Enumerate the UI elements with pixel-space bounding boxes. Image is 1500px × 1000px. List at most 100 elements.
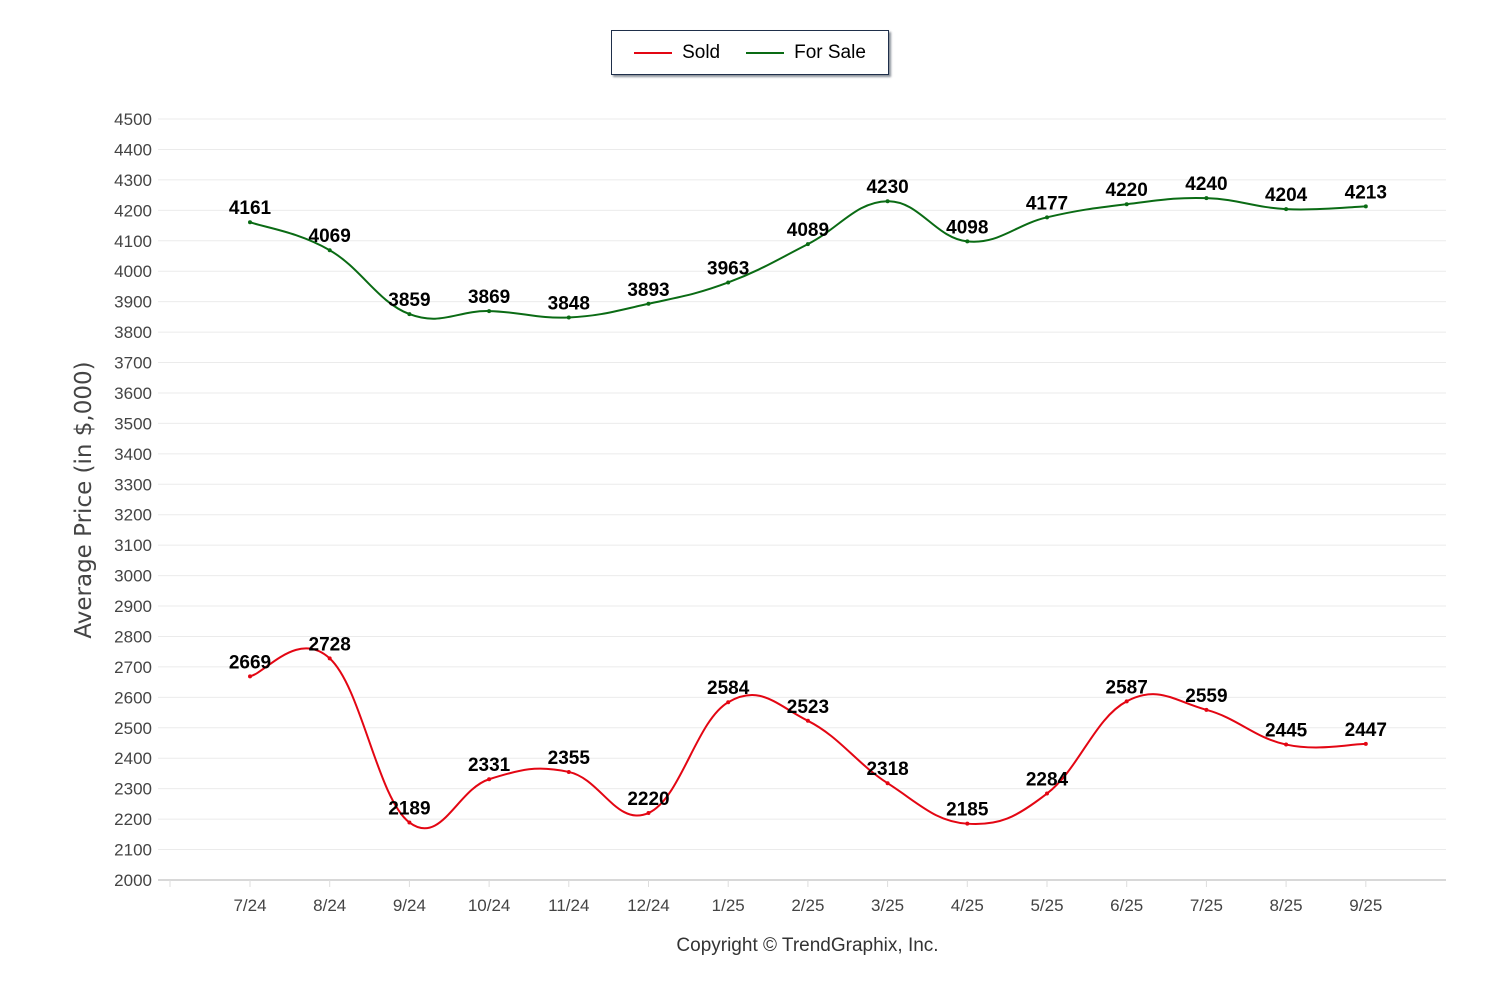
data-label-sold: 2523 (787, 697, 829, 718)
data-point-sold (965, 821, 970, 826)
y-axis: 2000 2100 2200 2300 2400 2500 2600 2700 2800 2900… (114, 110, 152, 890)
data-label-for-sale: 4204 (1265, 185, 1308, 206)
y-tick-label: 2500 (114, 719, 152, 738)
x-tick-label: 4/25 (951, 896, 984, 915)
y-tick-label: 3900 (114, 293, 152, 312)
legend: Sold For Sale (611, 30, 889, 75)
data-label-sold: 2331 (468, 755, 511, 776)
data-point-for-sale (1124, 202, 1129, 207)
data-label-for-sale: 4213 (1345, 182, 1387, 203)
y-tick-label: 4400 (114, 140, 152, 159)
x-tick-label: 2/25 (791, 896, 824, 915)
x-tick-label: 12/24 (627, 896, 670, 915)
data-point-sold (248, 674, 252, 679)
data-label-sold: 2355 (548, 748, 591, 769)
data-label-for-sale: 3848 (548, 293, 590, 314)
data-label-sold: 2189 (388, 798, 430, 819)
data-label-sold: 2220 (627, 789, 669, 810)
data-point-sold (566, 769, 571, 774)
x-tick-label: 9/24 (393, 896, 426, 915)
x-tick-label: 1/25 (712, 896, 745, 915)
data-point-sold (885, 781, 890, 786)
data-point-sold (726, 700, 731, 705)
legend-item-for-sale[interactable]: For Sale (746, 42, 866, 64)
y-tick-label: 2400 (114, 749, 152, 768)
y-tick-label: 3700 (114, 354, 152, 373)
y-tick-label: 3000 (114, 567, 152, 586)
data-point-for-sale (726, 280, 731, 285)
y-tick-label: 4000 (114, 262, 152, 281)
y-tick-label: 3600 (114, 384, 152, 403)
y-tick-label: 2100 (114, 841, 152, 860)
data-point-sold (1204, 707, 1209, 712)
legend-label-sold: Sold (682, 41, 721, 63)
legend-swatch-sold (634, 51, 673, 54)
data-label-for-sale: 4098 (946, 217, 988, 238)
grid (158, 118, 1446, 881)
data-point-sold (1284, 742, 1289, 747)
y-tick-label: 2600 (114, 688, 152, 707)
data-point-for-sale (566, 315, 571, 320)
data-point-for-sale (1204, 196, 1209, 201)
data-point-for-sale (248, 220, 252, 225)
x-tick-label: 10/24 (468, 896, 511, 915)
y-tick-label: 4300 (114, 171, 152, 190)
data-point-sold (327, 656, 332, 661)
data-point-for-sale (1284, 207, 1289, 212)
data-point-sold (1124, 699, 1129, 704)
data-label-sold: 2669 (229, 652, 271, 673)
data-label-sold: 2318 (866, 759, 908, 780)
data-label-for-sale: 4089 (787, 220, 829, 241)
data-label-for-sale: 3869 (468, 287, 510, 308)
copyright: Copyright © TrendGraphix, Inc. (676, 935, 939, 956)
data-label-sold: 2445 (1265, 721, 1308, 742)
data-point-sold (646, 811, 651, 816)
y-tick-label: 2200 (114, 810, 152, 829)
data-labels: 2669 2728 2189 2331 2355 2220 2584 2523 2318 2185… (229, 174, 1387, 821)
data-point-for-sale (885, 199, 890, 204)
series-line-sold (249, 647, 1366, 830)
data-label-sold: 2584 (707, 678, 750, 699)
y-tick-label: 2300 (114, 780, 152, 799)
y-tick-label: 4500 (114, 110, 152, 129)
data-point-for-sale (487, 309, 492, 314)
y-tick-label: 3100 (114, 536, 152, 555)
legend-item-sold[interactable]: Sold (634, 42, 720, 64)
data-label-sold: 2284 (1026, 770, 1069, 791)
data-label-for-sale: 4230 (866, 177, 908, 198)
x-tick-label: 7/25 (1190, 896, 1223, 915)
series-lines (248, 196, 1368, 830)
data-point-sold (1363, 741, 1368, 746)
data-label-for-sale: 4240 (1185, 174, 1227, 195)
data-point-sold (407, 820, 412, 825)
data-label-sold: 2447 (1345, 720, 1387, 741)
data-point-sold (487, 777, 492, 782)
data-label-sold: 2728 (309, 634, 351, 655)
data-point-sold (805, 718, 810, 723)
y-axis-title: Average Price (in $,000) (71, 361, 97, 639)
y-tick-label: 2700 (114, 658, 152, 677)
legend-swatch-for-sale (746, 51, 785, 54)
data-label-sold: 2587 (1106, 677, 1148, 698)
data-label-for-sale: 4220 (1106, 180, 1148, 201)
x-tick-label: 9/25 (1349, 896, 1382, 915)
y-tick-label: 3800 (114, 323, 152, 342)
data-label-sold: 2185 (946, 800, 989, 821)
data-label-for-sale: 4161 (229, 198, 272, 219)
data-label-for-sale: 3893 (627, 280, 669, 301)
y-tick-label: 3500 (114, 414, 152, 433)
data-point-for-sale (407, 312, 412, 317)
data-point-for-sale (1363, 204, 1368, 209)
y-tick-label: 3400 (114, 445, 152, 464)
x-tick-label: 6/25 (1110, 896, 1143, 915)
data-label-for-sale: 3963 (707, 258, 749, 279)
x-tick-label: 3/25 (871, 896, 904, 915)
data-label-sold: 2559 (1185, 686, 1227, 707)
x-tick-label: 8/25 (1270, 896, 1303, 915)
data-point-for-sale (805, 242, 810, 247)
data-point-for-sale (327, 248, 332, 253)
data-label-for-sale: 3859 (388, 290, 430, 311)
y-tick-label: 3300 (114, 475, 152, 494)
legend-label-for-sale: For Sale (794, 41, 866, 63)
